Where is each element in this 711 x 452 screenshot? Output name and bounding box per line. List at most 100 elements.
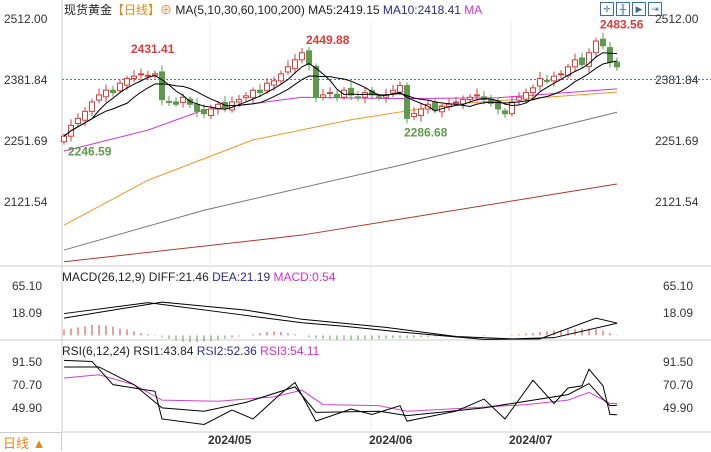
candle-down	[579, 57, 585, 65]
candle-up	[264, 82, 270, 92]
candle-down	[257, 89, 263, 94]
candle-down	[544, 79, 550, 82]
y-tick-right: 2512.00	[655, 12, 699, 26]
candle-down	[376, 96, 382, 99]
candle-up	[243, 95, 249, 99]
candle-down	[110, 89, 116, 94]
rsi-header: RSI(6,12,24) RSI1:43.84 RSI2:52.36 RSI3:…	[62, 344, 319, 358]
y-tick-right: 2251.69	[655, 134, 699, 148]
candle-up	[397, 85, 403, 93]
candle-down	[600, 38, 606, 47]
ma100-line	[63, 111, 618, 251]
ma200-line	[63, 183, 618, 263]
macd-tick-left: 65.10	[12, 279, 42, 293]
candle-icon[interactable]: ╫	[616, 2, 630, 16]
x-tick-label: 2024/06	[369, 433, 413, 447]
candle-up	[278, 73, 284, 82]
rsi-tick-left: 70.70	[12, 378, 42, 392]
candle-up	[530, 87, 536, 94]
price-annotation: 2246.59	[68, 144, 112, 158]
candle-up	[327, 92, 333, 95]
period-label[interactable]: 【日线】	[112, 3, 161, 17]
candle-up	[271, 80, 277, 86]
candle-down	[607, 47, 613, 63]
macd-header: MACD(26,12,9) DIFF:21.46 DEA:21.19 MACD:…	[62, 270, 336, 284]
rsi1-line	[63, 359, 618, 425]
price-annotation: 2483.56	[600, 17, 644, 31]
candle-up	[75, 117, 81, 125]
ma10-line	[63, 60, 618, 137]
candle-up	[131, 75, 137, 80]
candle-up	[236, 99, 242, 103]
settings-icon[interactable]: ⊕	[160, 3, 173, 17]
candle-up	[593, 40, 599, 54]
candle-up	[138, 73, 144, 76]
ma60-line	[63, 91, 618, 226]
candle-up	[341, 89, 347, 98]
price-annotation: 2449.88	[306, 33, 350, 47]
candle-up	[474, 94, 480, 97]
ma5-value: MA5:2419.15	[308, 3, 380, 17]
macd-diff-line	[63, 302, 618, 340]
play-icon[interactable]: ▶	[632, 2, 646, 16]
ma10-value: MA10:2418.41	[382, 3, 461, 17]
candle-up	[320, 94, 326, 98]
candle-up	[145, 74, 151, 77]
y-tick-left: 2251.69	[4, 134, 48, 148]
candle-down	[432, 101, 438, 111]
rsi2-value: RSI2:52.36	[196, 344, 257, 358]
rsi-label: RSI(6,12,24)	[62, 344, 131, 358]
candle-up	[89, 101, 95, 112]
ma-more: MA	[464, 3, 483, 17]
price-annotation: 2286.68	[404, 126, 448, 140]
macd-label: MACD(26,12,9)	[62, 270, 146, 284]
candle-up	[82, 110, 88, 121]
candle-up	[551, 75, 557, 82]
x-tick-label: 2024/05	[208, 433, 252, 447]
candle-up	[572, 59, 578, 68]
candle-up	[103, 89, 109, 98]
candle-down	[488, 99, 494, 104]
rsi-tick-left: 49.90	[12, 401, 42, 415]
candle-up	[418, 108, 424, 117]
rsi1-value: RSI1:43.84	[133, 344, 194, 358]
macd-tick-left: 18.09	[12, 306, 42, 320]
candle-up	[285, 66, 291, 73]
candle-up	[523, 92, 529, 100]
x-tick-label: 2024/07	[509, 433, 553, 447]
candle-up	[411, 113, 417, 117]
candle-down	[355, 96, 361, 99]
macd-diff: DIFF:21.46	[148, 270, 209, 284]
macd-dea-line	[63, 301, 618, 340]
candle-up	[558, 73, 564, 76]
candle-up	[208, 108, 214, 117]
candle-down	[166, 100, 172, 103]
candle-down	[334, 93, 340, 98]
ma5-line	[63, 52, 618, 137]
y-tick-left: 2512.00	[4, 12, 48, 26]
rsi-tick-right: 70.70	[663, 378, 693, 392]
chart-toolbar: ✛ ╫ ▶ ⇥	[600, 2, 662, 16]
candle-up	[299, 52, 305, 61]
rsi2-line	[64, 366, 618, 417]
ma-indicator-label[interactable]: MA(5,10,30,60,100,200)	[175, 3, 305, 17]
next-icon[interactable]: ⇥	[648, 2, 662, 16]
period-button[interactable]: 日线 ▲	[0, 432, 62, 451]
macd-dea: DEA:21.19	[212, 270, 271, 284]
candle-up	[467, 96, 473, 101]
candle-down	[313, 65, 319, 98]
candle-down	[159, 71, 165, 101]
y-tick-left: 2381.84	[4, 73, 48, 87]
candle-up	[453, 101, 459, 104]
macd-value: MACD:0.54	[273, 270, 336, 284]
y-tick-right: 2381.84	[655, 73, 699, 87]
crosshair-icon[interactable]: ✛	[600, 2, 614, 16]
candle-up	[117, 82, 123, 92]
rsi-tick-right: 49.90	[663, 401, 693, 415]
y-tick-right: 2121.54	[655, 195, 699, 209]
chart-header: 现货黄金【日线】⊕ MA(5,10,30,60,100,200) MA5:241…	[64, 1, 482, 18]
rsi3-value: RSI3:54.11	[260, 344, 320, 358]
candle-down	[194, 103, 200, 112]
candle-down	[614, 61, 620, 68]
